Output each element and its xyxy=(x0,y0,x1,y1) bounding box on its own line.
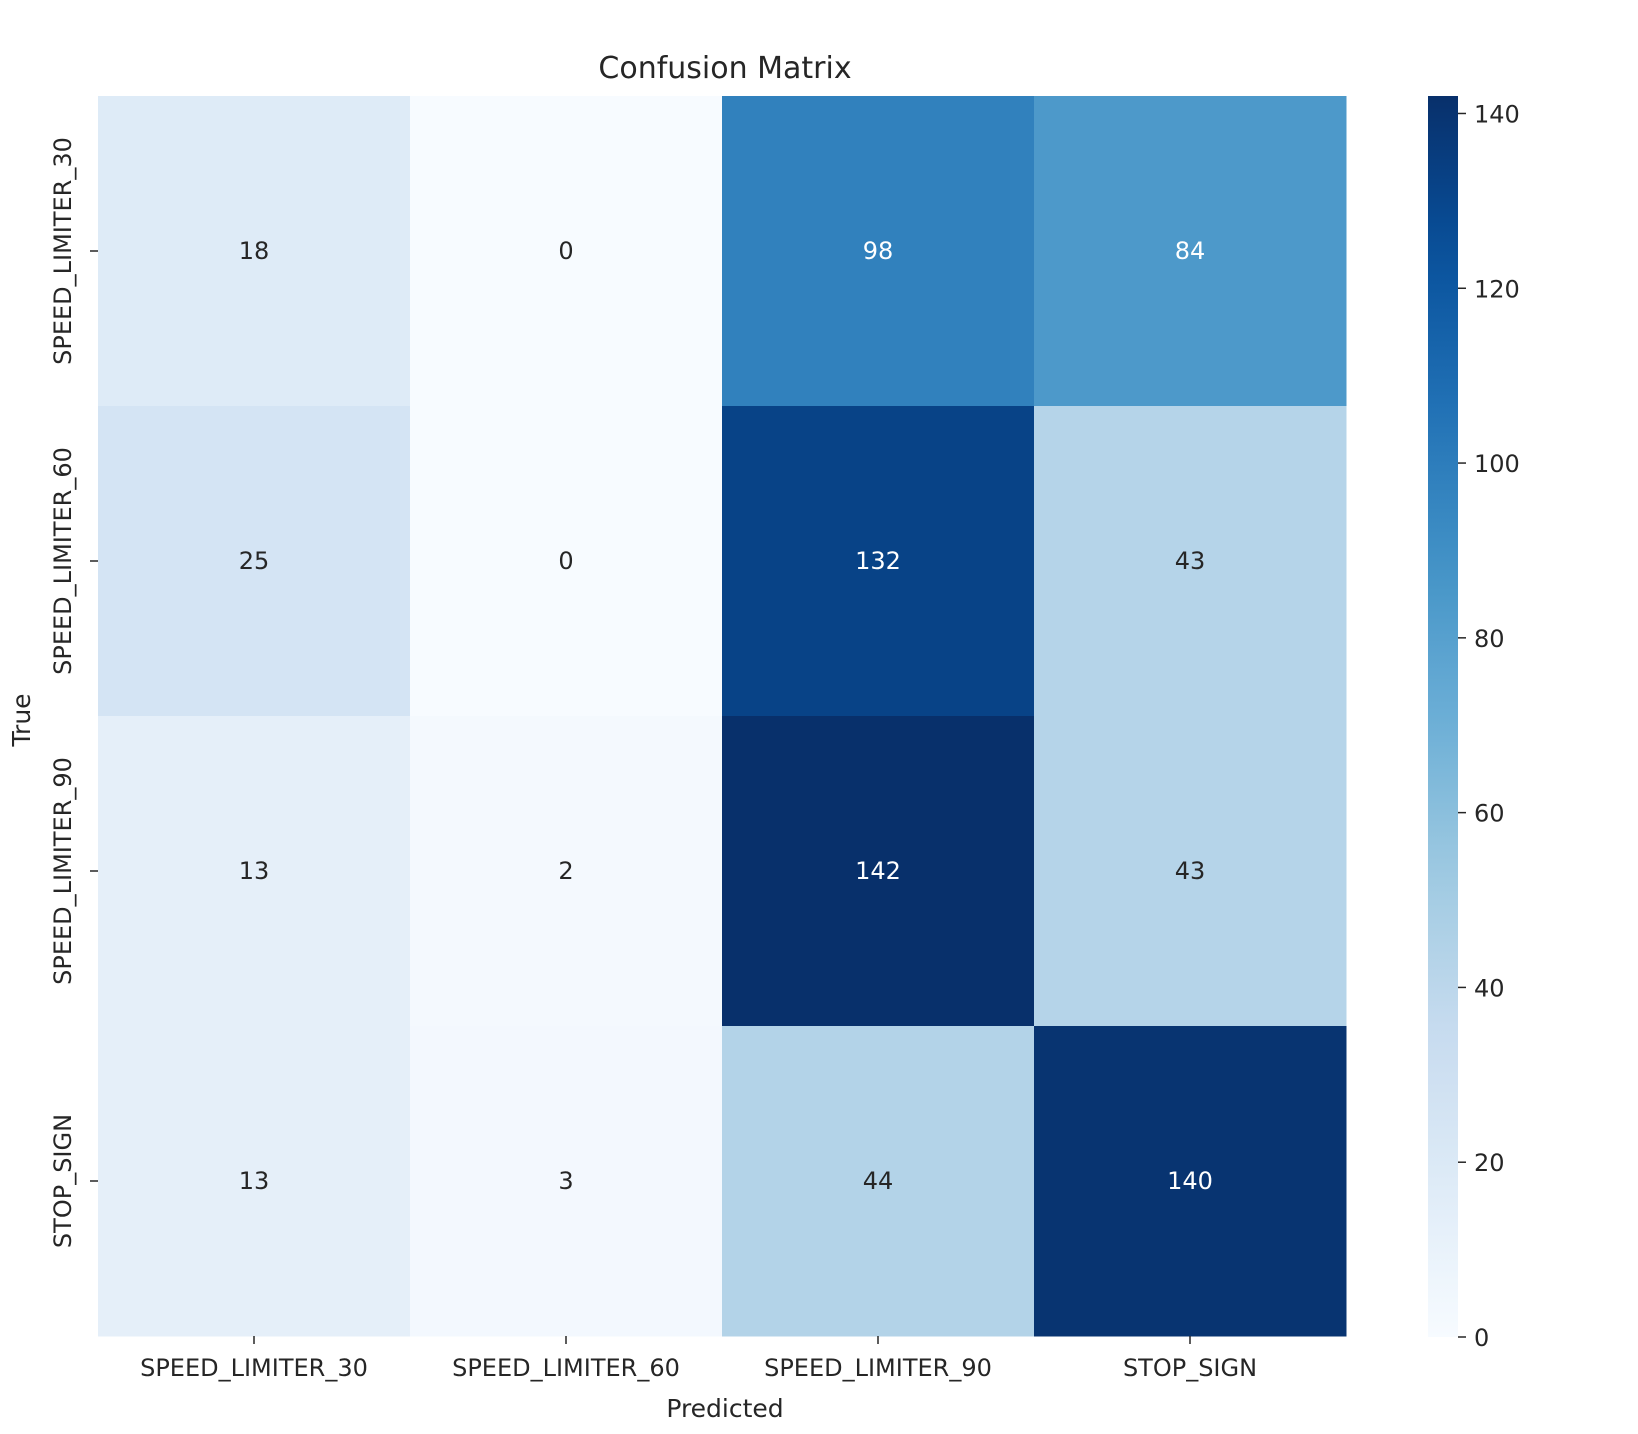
cell-value-label-2-2: 142 xyxy=(855,857,901,885)
x-tick-label-stop-sign: STOP_SIGN xyxy=(1123,1354,1257,1382)
cell-value-label-3-3: 140 xyxy=(1167,1167,1213,1195)
x-axis-label: Predicted xyxy=(666,1394,783,1423)
colorbar-tick-label-60: 60 xyxy=(1474,800,1505,828)
colorbar-tick-label-40: 40 xyxy=(1474,974,1505,1002)
x-tick-label-speed-limiter-60: SPEED_LIMITER_60 xyxy=(452,1354,680,1382)
colorbar-tick-label-100: 100 xyxy=(1474,450,1520,478)
cell-value-label-2-3: 43 xyxy=(1175,857,1206,885)
colorbar-tick-label-140: 140 xyxy=(1474,100,1520,128)
x-tick-label-speed-limiter-90: SPEED_LIMITER_90 xyxy=(764,1354,992,1382)
cell-value-label-1-0: 25 xyxy=(239,547,270,575)
heatmap-cell-2-0 xyxy=(98,716,411,1027)
y-tick-label-stop-sign: STOP_SIGN xyxy=(49,1114,77,1248)
colorbar-tick-label-120: 120 xyxy=(1474,275,1520,303)
chart-title: Confusion Matrix xyxy=(598,51,851,86)
cell-value-label-3-1: 3 xyxy=(558,1167,573,1195)
heatmap-cell-3-2 xyxy=(722,1026,1035,1337)
cell-value-label-1-2: 132 xyxy=(855,547,901,575)
cell-value-label-0-3: 84 xyxy=(1175,237,1206,265)
heatmap-cell-0-0 xyxy=(98,96,411,407)
heatmap-cell-1-3 xyxy=(1034,406,1347,717)
heatmap-cell-3-3 xyxy=(1034,1026,1347,1337)
heatmap-cell-3-0 xyxy=(98,1026,411,1337)
cell-value-label-0-2: 98 xyxy=(863,237,894,265)
cell-value-label-0-1: 0 xyxy=(558,237,573,265)
colorbar-tick-label-20: 20 xyxy=(1474,1149,1505,1177)
y-tick-label-speed-limiter-60: SPEED_LIMITER_60 xyxy=(49,447,77,675)
x-axis-ticks: SPEED_LIMITER_30 SPEED_LIMITER_60 SPEED_LI… xyxy=(140,1336,1257,1382)
heatmap-cell-1-2 xyxy=(722,406,1035,717)
heatmap-cell-3-1 xyxy=(410,1026,723,1337)
cell-value-label-0-0: 18 xyxy=(239,237,270,265)
y-tick-label-speed-limiter-90: SPEED_LIMITER_90 xyxy=(49,757,77,985)
cell-value-label-1-1: 0 xyxy=(558,547,573,575)
heatmap-cell-0-2 xyxy=(722,96,1035,407)
cell-value-label-1-3: 43 xyxy=(1175,547,1206,575)
colorbar-tick-label-80: 80 xyxy=(1474,625,1505,653)
colorbar: 0 20 40 60 80 100 120 140 xyxy=(1428,96,1520,1352)
x-tick-label-speed-limiter-30: SPEED_LIMITER_30 xyxy=(140,1354,368,1382)
heatmap-cell-1-1 xyxy=(410,406,723,717)
cell-value-label-2-0: 13 xyxy=(239,857,270,885)
heatmap-cell-0-1 xyxy=(410,96,723,407)
colorbar-tick-label-0: 0 xyxy=(1474,1324,1489,1352)
y-axis-label: True xyxy=(7,693,36,747)
heatmap-cell-0-3 xyxy=(1034,96,1347,407)
heatmap-cell-2-3 xyxy=(1034,716,1347,1027)
heatmap-cell-2-1 xyxy=(410,716,723,1027)
colorbar-gradient xyxy=(1428,96,1458,1337)
heatmap-cell-2-2 xyxy=(722,716,1035,1027)
cell-value-label-3-0: 13 xyxy=(239,1167,270,1195)
heatmap-cell-1-0 xyxy=(98,406,411,717)
cell-value-label-3-2: 44 xyxy=(863,1167,894,1195)
cell-value-label-2-1: 2 xyxy=(558,857,573,885)
y-axis-ticks: SPEED_LIMITER_30 SPEED_LIMITER_60 SPEED_LI… xyxy=(49,137,98,1248)
y-tick-label-speed-limiter-30: SPEED_LIMITER_30 xyxy=(49,137,77,365)
